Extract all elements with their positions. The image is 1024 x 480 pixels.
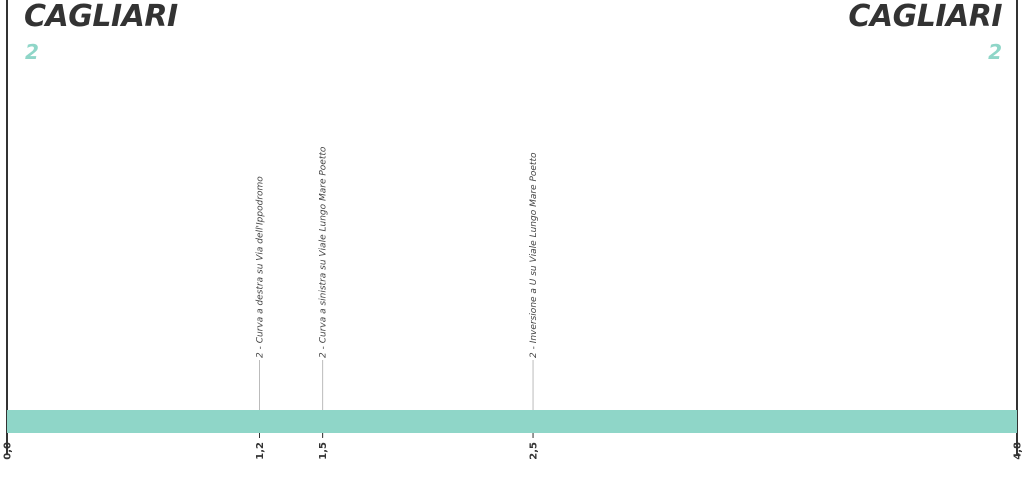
- start-lap-index: 2: [25, 40, 39, 64]
- waypoint-label: 2 - Inversione a U su Viale Lungo Mare P…: [529, 152, 539, 358]
- waypoint-label: 2 - Curva a sinistra su Viale Lungo Mare…: [319, 146, 329, 358]
- distance-ticks: 0,0 1,2 1,5 2,5 4,8: [3, 433, 1024, 460]
- end-city-name: CAGLIARI: [848, 0, 1002, 34]
- start-city-name: CAGLIARI: [24, 0, 178, 34]
- route-bar: [7, 410, 1017, 433]
- distance-tick-label: 4,8: [1013, 442, 1024, 460]
- waypoint-labels: 2 - Curva a destra su Via dell'Ippodromo…: [256, 146, 540, 358]
- end-lap-index: 2: [988, 40, 1002, 64]
- waypoint-label: 2 - Curva a destra su Via dell'Ippodromo: [256, 176, 266, 358]
- distance-tick-label: 1,2: [255, 442, 266, 460]
- distance-tick-label: 1,5: [318, 442, 329, 460]
- distance-tick-label: 0,0: [3, 442, 14, 460]
- distance-tick-label: 2,5: [529, 442, 540, 460]
